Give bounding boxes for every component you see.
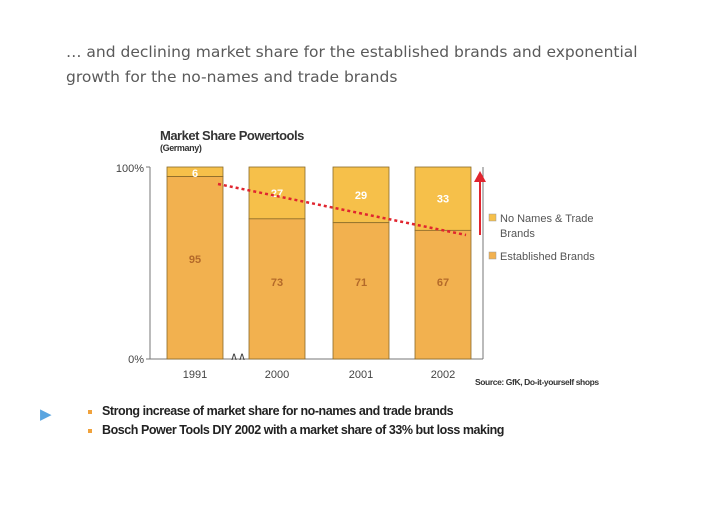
trend-line <box>217 182 467 237</box>
bar-established-2001 <box>332 222 390 360</box>
headline-line-2: growth for the no-names and trade brands <box>66 68 398 86</box>
triangle-right-icon: ▶ <box>40 405 52 423</box>
bullet-item-2: Bosch Power Tools DIY 2002 with a market… <box>86 421 504 440</box>
x-tick-label-2002: 2002 <box>431 369 455 381</box>
chart-subtitle: (Germany) <box>160 143 202 153</box>
legend-swatch-no-names <box>488 213 497 222</box>
legend-label-established: Established Brands <box>500 251 595 263</box>
label-no-names-2000: 27 <box>271 188 283 200</box>
up-arrow-icon <box>474 171 486 182</box>
chart-title: Market Share Powertools <box>160 128 304 143</box>
label-no-names-2001: 29 <box>355 190 367 202</box>
x-tick-label-2000: 2000 <box>265 369 289 381</box>
headline: … and declining market share for the est… <box>66 40 706 90</box>
label-established-2001: 71 <box>355 277 367 289</box>
y-tick-label-0: 0% <box>128 354 144 366</box>
label-no-names-1991: 6 <box>192 168 198 180</box>
label-established-1991: 95 <box>189 254 201 266</box>
bar-established-2000 <box>248 218 306 360</box>
bar-established-2002 <box>414 229 472 360</box>
legend-swatch-established <box>488 251 497 260</box>
label-established-2002: 67 <box>437 277 449 289</box>
label-no-names-2002: 33 <box>437 194 449 206</box>
axis-break-icon: ∧∧ <box>230 350 246 363</box>
legend-label-no-names: No Names & Trade Brands <box>500 213 594 240</box>
label-established-2000: 73 <box>271 277 283 289</box>
x-tick-label-1991: 1991 <box>183 369 207 381</box>
headline-line-1: … and declining market share for the est… <box>66 43 638 61</box>
bar-established-1991 <box>166 176 224 360</box>
bullet-item-1: Strong increase of market share for no-n… <box>86 402 504 421</box>
bar-no-names-2000 <box>248 166 306 220</box>
x-tick-label-2001: 2001 <box>349 369 373 381</box>
bar-no-names-2002 <box>414 166 472 231</box>
chart-source: Source: GfK, Do-it-yourself shops <box>475 377 599 387</box>
bullet-list: Strong increase of market share for no-n… <box>86 402 504 440</box>
y-tick-label-100: 100% <box>116 163 144 175</box>
